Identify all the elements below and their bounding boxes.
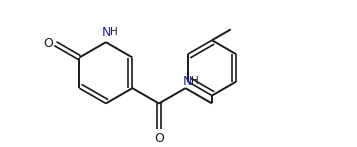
Text: H: H — [191, 76, 199, 86]
Text: O: O — [44, 37, 54, 50]
Text: N: N — [102, 26, 111, 39]
Text: N: N — [183, 75, 192, 88]
Text: H: H — [110, 27, 118, 37]
Text: O: O — [154, 132, 164, 145]
